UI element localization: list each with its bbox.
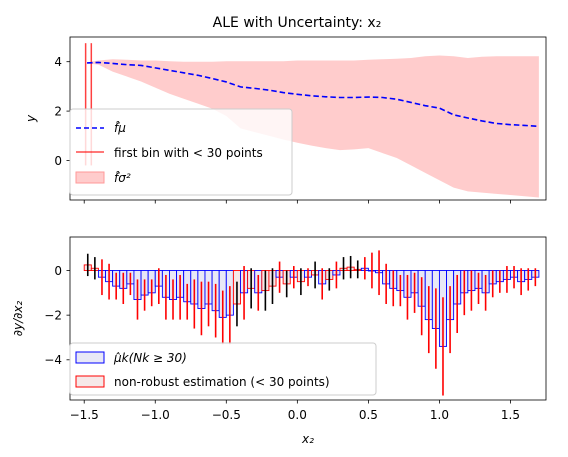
top-x-ticks — [83, 200, 511, 204]
bottom-x-tick-label-1: −1.0 — [141, 408, 170, 422]
legend-vline-label: first bin with < 30 points — [114, 146, 263, 160]
top-y-ticks: 0 2 4 — [54, 55, 70, 168]
legend-robust-swatch — [75, 351, 105, 364]
top-y-tick-label-0: 0 — [54, 154, 62, 168]
bottom-x-tick-label-3: 0.0 — [288, 408, 307, 422]
uncertainty-band — [87, 55, 539, 198]
ale-mean-polyline — [87, 61, 539, 128]
derivative-axes: −1.5 −1.0 −0.5 0.0 0.5 1.0 1.5 −4 −2 0 x₂ ∂y/∂x₂… — [11, 236, 547, 446]
legend-band-swatch — [75, 171, 105, 184]
bottom-x-tick-label-2: −0.5 — [212, 408, 241, 422]
bottom-axes-frame — [69, 236, 547, 401]
ale-axes: ALE with Uncertainty: x₂ 0 2 4 y f̂μ first… — [24, 15, 547, 204]
bottom-y-tick-label-0: −4 — [44, 353, 62, 367]
bottom-x-axis-label: x₂ — [301, 432, 314, 446]
legend-mean-label: f̂μ — [114, 121, 126, 135]
bottom-x-tick-label-0: −1.5 — [70, 408, 99, 422]
bottom-x-tick-label-6: 1.5 — [501, 408, 520, 422]
legend-nonrobust-label: non-robust estimation (< 30 points) — [114, 375, 330, 389]
bottom-x-tick-label-4: 0.5 — [359, 408, 378, 422]
top-legend-box — [69, 108, 293, 196]
top-y-axis-label: y — [24, 114, 38, 123]
ale-mean-line — [87, 61, 539, 128]
bottom-x-ticks: −1.5 −1.0 −0.5 0.0 0.5 1.0 1.5 — [70, 400, 520, 422]
legend-robust-label: μ̂k(Nk ≥ 30) — [113, 351, 187, 365]
bottom-y-axis-label: ∂y/∂x₂ — [11, 301, 25, 337]
legend-nonrobust-swatch — [75, 375, 105, 388]
bottom-y-tick-label-1: −2 — [44, 308, 62, 322]
bottom-legend: μ̂k(Nk ≥ 30) non-robust estimation (< 30… — [69, 342, 377, 396]
bottom-x-tick-label-5: 1.0 — [430, 408, 449, 422]
top-legend: f̂μ first bin with < 30 points f̂σ² — [69, 108, 293, 196]
bottom-y-ticks: −4 −2 0 — [44, 264, 70, 367]
uncertainty-band-area — [87, 55, 539, 198]
chart-title: ALE with Uncertainty: x₂ — [213, 15, 382, 31]
bottom-y-tick-label-2: 0 — [54, 264, 62, 278]
derivative-error-bars — [86, 250, 537, 396]
top-y-tick-label-1: 2 — [54, 104, 62, 118]
legend-band-label: f̂σ² — [114, 171, 131, 185]
top-y-tick-label-2: 4 — [54, 55, 62, 69]
bottom-legend-box — [69, 342, 377, 396]
